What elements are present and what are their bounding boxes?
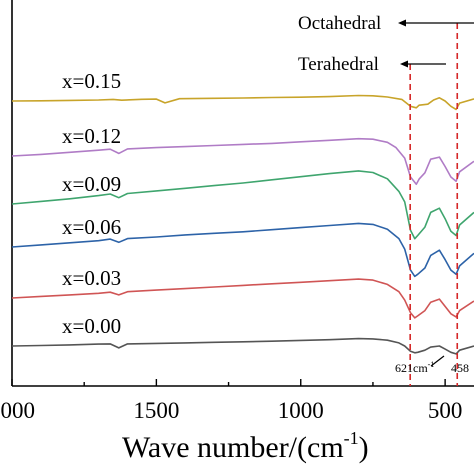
series-line-x-0-15 (11, 94, 474, 111)
x-tick-label: 1000 (278, 398, 324, 423)
series-line-x-0-09 (11, 170, 474, 240)
x-axis-ticks: 2000 1500 1000 500 (0, 379, 462, 423)
series-label: x=0.12 (62, 124, 121, 148)
series-line-x-0-12 (11, 137, 474, 186)
series-group (11, 94, 474, 355)
series-line-x-0-06 (11, 222, 474, 278)
series-labels: x=0.15 x=0.12 x=0.09 x=0.06 x=0.03 x=0.00 (62, 69, 121, 338)
tetrahedral-arrowhead (400, 60, 408, 68)
peak-458-label: 458 (451, 361, 469, 375)
series-line-x-0-00 (11, 337, 474, 355)
x-axis-title: Wave number/(cm-1) (122, 428, 369, 464)
series-label: x=0.06 (62, 215, 121, 239)
series-line-x-0-03 (11, 278, 474, 319)
x-tick-label: 1500 (133, 398, 179, 423)
series-label: x=0.09 (62, 172, 121, 196)
series-label: x=0.03 (62, 266, 121, 290)
tetrahedral-annotation: Terahedral (298, 54, 379, 75)
x-tick-label: 500 (428, 398, 463, 423)
octahedral-annotation: Octahedral (298, 13, 381, 34)
peak-621-label: 621cm-1 (395, 360, 434, 375)
x-tick-label: 2000 (0, 398, 35, 423)
series-label: x=0.00 (62, 314, 121, 338)
series-label: x=0.15 (62, 69, 121, 93)
octahedral-arrowhead (398, 19, 406, 27)
peak-621-arrow (430, 355, 445, 367)
